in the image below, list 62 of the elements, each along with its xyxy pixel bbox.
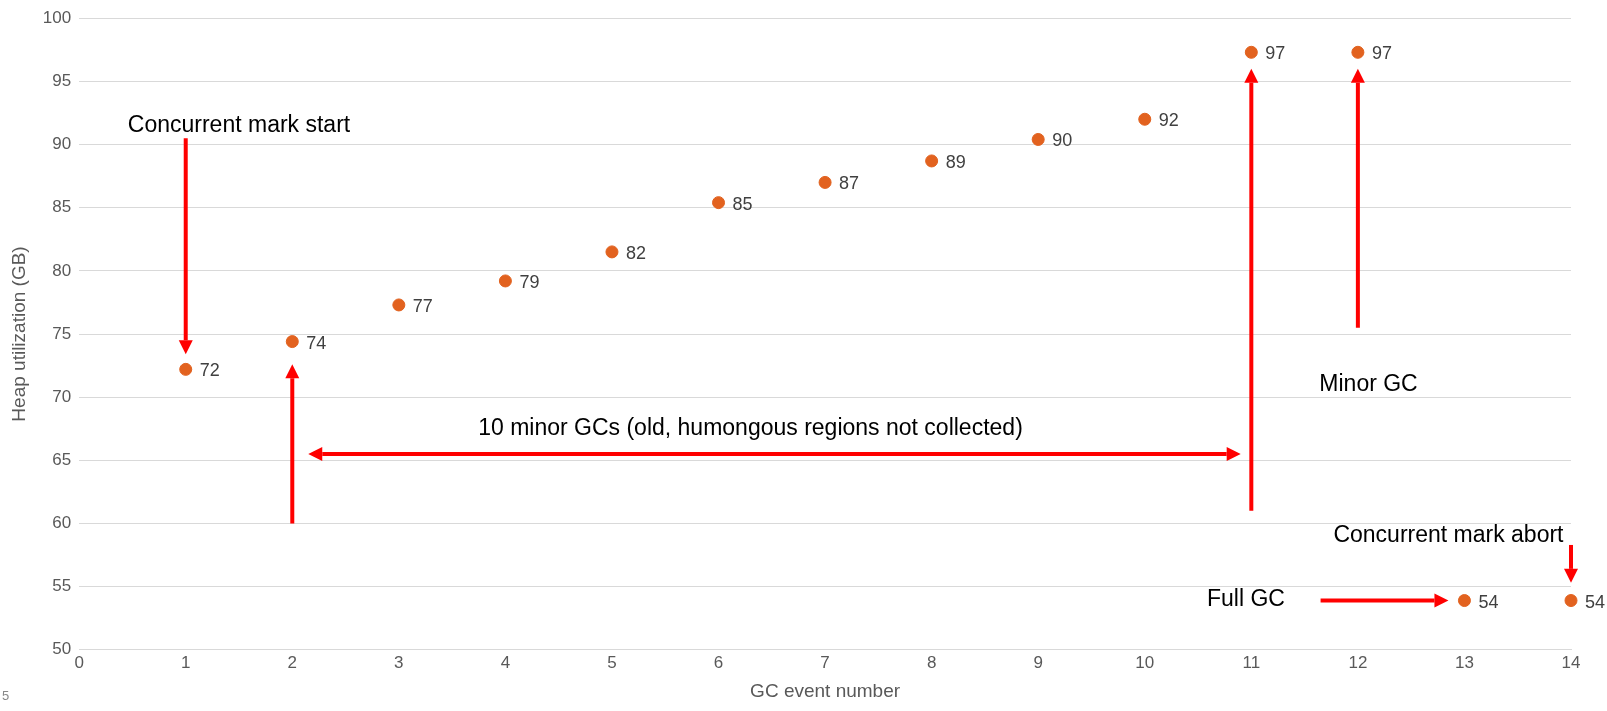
data-label: 97 <box>1265 43 1286 64</box>
data-label: 77 <box>412 295 433 316</box>
x-tick-label: 5 <box>607 652 617 672</box>
data-label: 82 <box>625 242 646 263</box>
x-tick-label: 0 <box>74 652 84 672</box>
y-tick-label: 50 <box>52 639 72 659</box>
data-label: 79 <box>519 271 540 292</box>
y-tick-label: 60 <box>52 513 72 533</box>
x-tick-label: 3 <box>394 652 404 672</box>
x-tick-label: 13 <box>1454 652 1474 672</box>
annotation: Concurrent mark start <box>127 110 351 137</box>
data-label: 90 <box>1052 130 1073 151</box>
data-label: 92 <box>1158 110 1179 131</box>
point <box>498 274 512 288</box>
y-tick-label: 80 <box>52 260 72 280</box>
annotation: Minor GC <box>1319 369 1418 396</box>
x-tick-label: 4 <box>500 652 511 672</box>
annotation: 10 minor GCs (old, humongous regions not collected) <box>478 414 1023 441</box>
annotation: Full GC <box>1207 584 1285 611</box>
x-tick-label: 10 <box>1135 652 1155 672</box>
data-label: 72 <box>199 360 220 381</box>
point <box>285 335 299 349</box>
point <box>392 298 406 312</box>
data-label: 85 <box>732 193 753 214</box>
data-label: 89 <box>945 151 966 172</box>
point <box>1457 594 1471 608</box>
y-tick-label: 100 <box>42 7 72 27</box>
x-tick-label: 11 <box>1242 652 1261 672</box>
point <box>179 362 193 376</box>
x-tick-label: 14 <box>1561 652 1581 672</box>
point <box>1564 594 1578 608</box>
data-label: 97 <box>1371 43 1392 64</box>
point <box>1244 45 1258 59</box>
text: 5 <box>2 688 10 703</box>
x-tick-label: 6 <box>713 652 724 672</box>
x-tick-label: 7 <box>820 652 830 672</box>
point <box>605 245 619 259</box>
point <box>1031 132 1045 146</box>
x-tick-label: 12 <box>1348 652 1368 672</box>
data-label: 54 <box>1478 591 1499 612</box>
x-tick-label: 2 <box>287 652 298 672</box>
point <box>1351 45 1365 59</box>
point <box>712 196 726 210</box>
data-label: 74 <box>306 332 327 353</box>
y-tick-label: 75 <box>52 323 72 343</box>
y-tick-label: 70 <box>52 386 72 406</box>
x-tick-label: 9 <box>1033 652 1043 672</box>
x-tick-label: 8 <box>926 652 937 672</box>
data-label: 54 <box>1585 591 1606 612</box>
data-label: 87 <box>839 173 860 194</box>
y-axis-title: Heap utilization (GB) <box>7 246 29 422</box>
point <box>925 154 939 168</box>
y-tick-label: 55 <box>52 576 72 596</box>
x-tick-label: 1 <box>180 652 191 672</box>
y-tick-label: 95 <box>52 71 72 91</box>
y-tick-label: 85 <box>52 197 72 217</box>
point <box>1138 112 1152 126</box>
annotation: Concurrent mark abort <box>1333 521 1565 548</box>
y-tick-label: 90 <box>52 134 72 154</box>
x-axis-title: GC event number <box>750 679 901 701</box>
point <box>818 175 832 189</box>
y-tick-label: 65 <box>52 450 72 470</box>
